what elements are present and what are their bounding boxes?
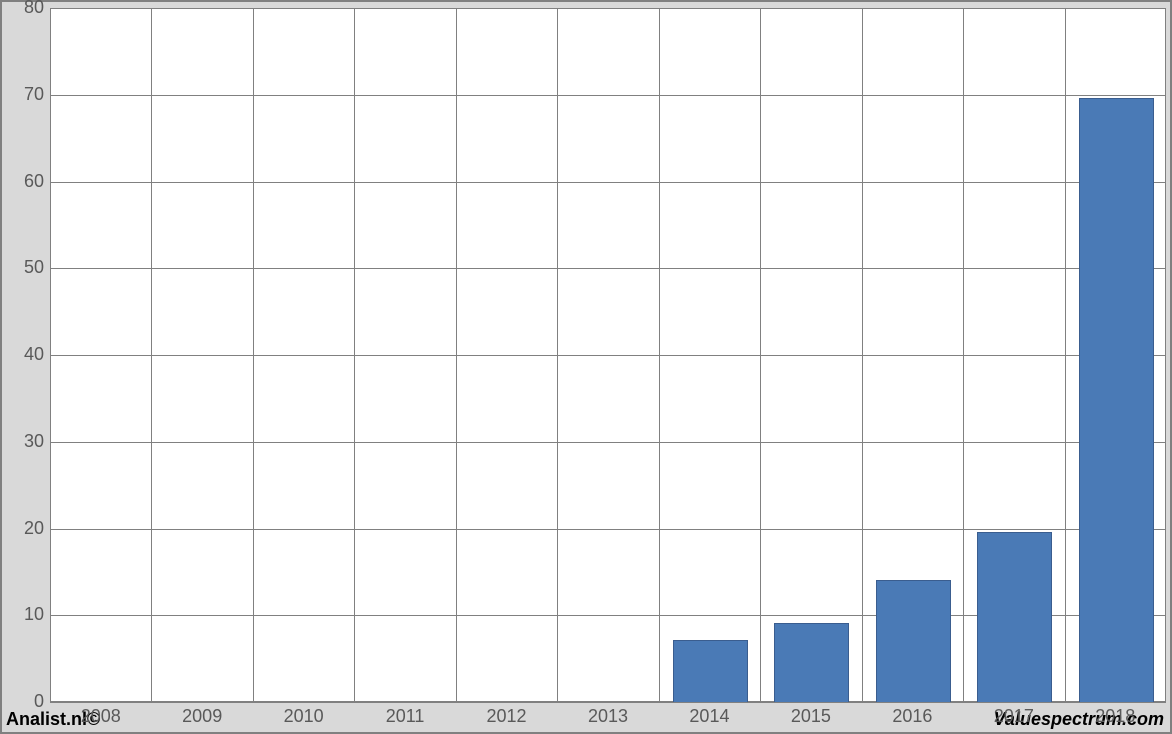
x-tick-label: 2014 xyxy=(659,706,760,727)
x-tick-label: 2016 xyxy=(862,706,963,727)
x-tick-label: 2008 xyxy=(50,706,151,727)
y-tick-label: 80 xyxy=(6,0,44,18)
y-tick-label: 40 xyxy=(6,344,44,365)
y-gridline xyxy=(50,529,1166,530)
y-tick-label: 30 xyxy=(6,431,44,452)
chart-outer: 01020304050607080 Analist.nl© Valuespect… xyxy=(0,0,1172,734)
x-tick-label: 2011 xyxy=(354,706,455,727)
y-gridline xyxy=(50,442,1166,443)
x-gridline xyxy=(963,8,964,702)
x-tick-label: 2010 xyxy=(253,706,354,727)
x-tick-label: 2017 xyxy=(963,706,1064,727)
y-gridline xyxy=(50,268,1166,269)
x-tick-label: 2009 xyxy=(151,706,252,727)
y-tick-label: 10 xyxy=(6,604,44,625)
plot-area: 01020304050607080 xyxy=(50,8,1166,702)
y-gridline xyxy=(50,182,1166,183)
y-tick-label: 50 xyxy=(6,257,44,278)
x-tick-label: 2012 xyxy=(456,706,557,727)
bar xyxy=(774,623,849,702)
x-tick-label: 2015 xyxy=(760,706,861,727)
y-tick-label: 70 xyxy=(6,84,44,105)
bar xyxy=(876,580,951,702)
x-gridline xyxy=(1065,8,1066,702)
x-gridline xyxy=(862,8,863,702)
x-tick-label: 2018 xyxy=(1065,706,1166,727)
y-gridline xyxy=(50,702,1166,703)
y-tick-label: 60 xyxy=(6,171,44,192)
y-gridline xyxy=(50,355,1166,356)
bar xyxy=(673,640,748,702)
x-gridline xyxy=(456,8,457,702)
y-tick-label: 20 xyxy=(6,518,44,539)
x-gridline xyxy=(354,8,355,702)
y-gridline xyxy=(50,8,1166,9)
y-gridline xyxy=(50,95,1166,96)
x-gridline xyxy=(659,8,660,702)
x-gridline xyxy=(151,8,152,702)
x-gridline xyxy=(760,8,761,702)
x-gridline xyxy=(557,8,558,702)
bar xyxy=(977,532,1052,702)
x-gridline xyxy=(253,8,254,702)
x-tick-label: 2013 xyxy=(557,706,658,727)
bar xyxy=(1079,98,1154,702)
